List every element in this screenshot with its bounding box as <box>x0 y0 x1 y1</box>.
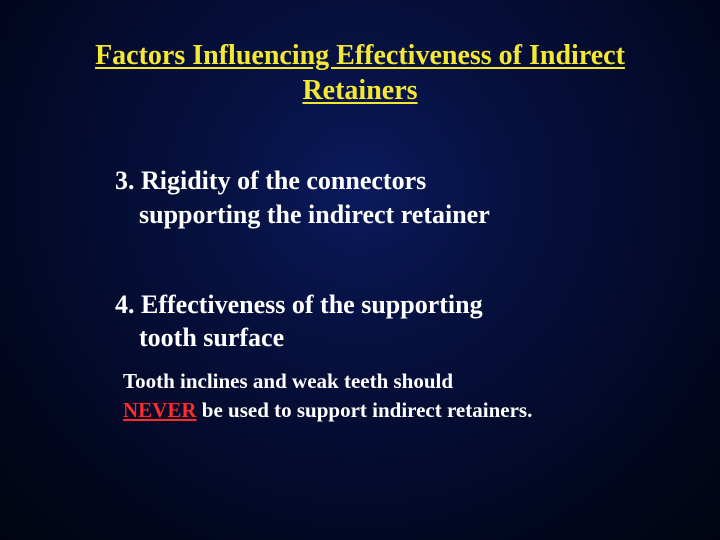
point4-line1: 4. Effectiveness of the supporting <box>115 288 630 322</box>
point4-line2: tooth surface <box>115 321 630 355</box>
slide-content: 3. Rigidity of the connectors supporting… <box>40 164 680 424</box>
subtext-never: NEVER <box>123 398 197 422</box>
point3-line2: supporting the indirect retainer <box>115 198 630 232</box>
bullet-point-4: 4. Effectiveness of the supporting tooth… <box>115 288 630 424</box>
slide-container: Factors Influencing Effectiveness of Ind… <box>0 0 720 540</box>
subtext-rest: be used to support indirect retainers. <box>197 398 533 422</box>
bullet-point-3: 3. Rigidity of the connectors supporting… <box>115 164 630 232</box>
subtext-line1: Tooth inclines and weak teeth should <box>123 369 453 393</box>
point4-subtext: Tooth inclines and weak teeth should NEV… <box>115 367 630 424</box>
slide-title: Factors Influencing Effectiveness of Ind… <box>40 38 680 108</box>
point3-line1: 3. Rigidity of the connectors <box>115 164 630 198</box>
